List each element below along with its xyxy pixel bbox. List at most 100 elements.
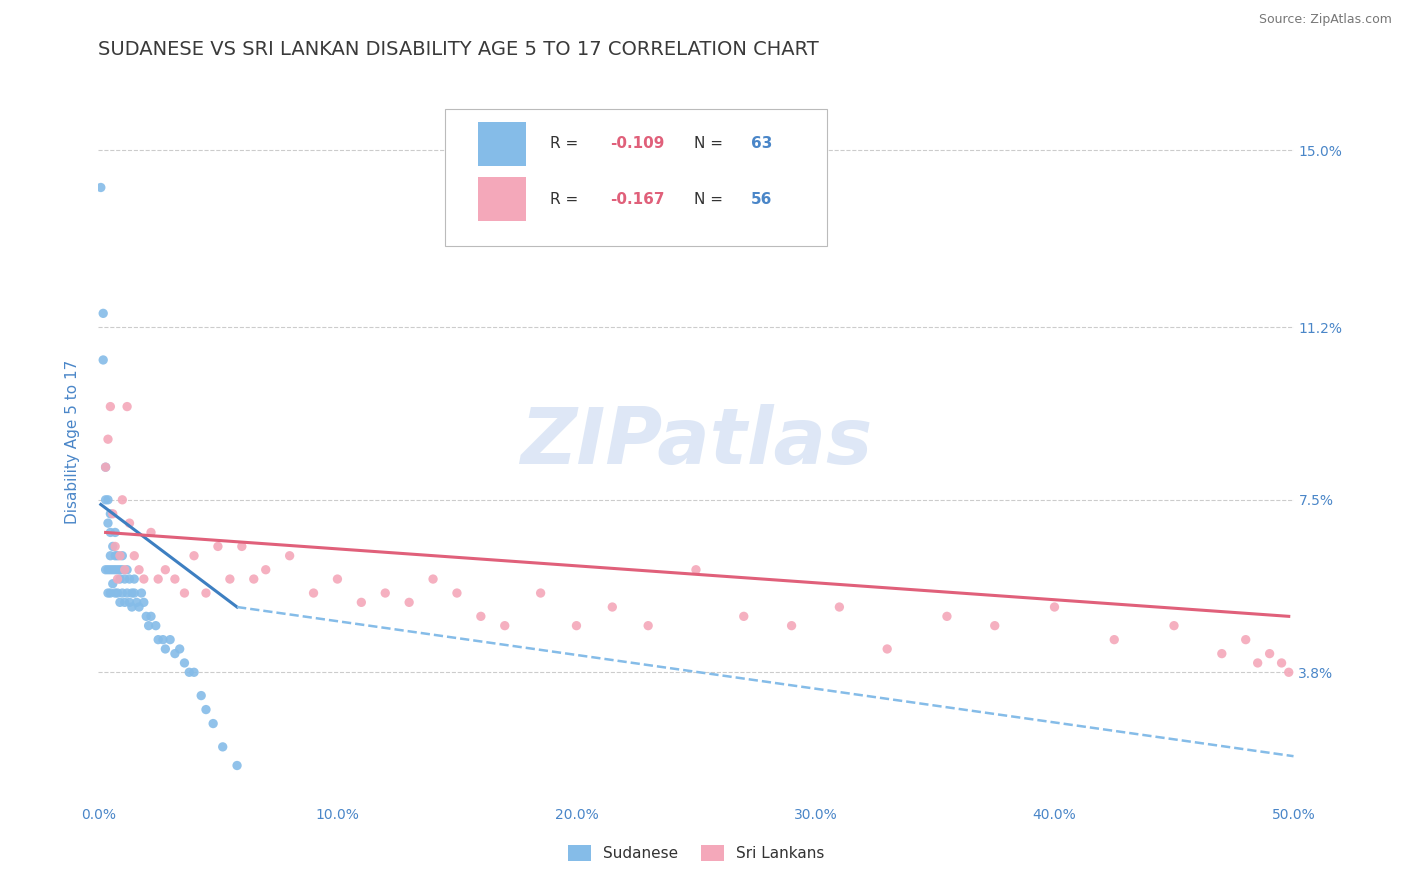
Point (278, 549, 301, 563)
Point (91, 306, 114, 320)
Point (173, 656, 195, 670)
Point (326, 572, 349, 586)
Point (195, 586, 218, 600)
Point (302, 586, 325, 600)
Point (984, 618, 1007, 632)
Text: R =: R = (550, 136, 583, 152)
Text: 56: 56 (751, 192, 772, 207)
Point (1104, 632, 1126, 647)
FancyBboxPatch shape (478, 122, 526, 166)
Point (97, 563, 120, 577)
Point (139, 609, 162, 624)
Point (107, 572, 129, 586)
Point (446, 586, 468, 600)
Point (132, 572, 155, 586)
Point (94, 563, 117, 577)
Point (114, 595, 136, 609)
Point (124, 572, 146, 586)
Point (1234, 632, 1257, 647)
Point (183, 665, 205, 680)
Point (602, 600, 624, 615)
Point (104, 549, 127, 563)
Point (107, 563, 129, 577)
Point (936, 609, 959, 624)
Point (195, 702, 218, 716)
Point (145, 618, 167, 632)
Point (148, 632, 170, 647)
Point (97, 432, 120, 446)
Point (108, 572, 131, 586)
Point (202, 716, 225, 731)
Point (733, 609, 755, 624)
Point (111, 549, 134, 563)
Point (1043, 600, 1066, 615)
Point (101, 563, 124, 577)
Point (155, 642, 177, 657)
Text: N =: N = (693, 136, 727, 152)
Text: -0.167: -0.167 (610, 192, 665, 207)
Point (637, 618, 659, 632)
Point (115, 400, 138, 414)
Point (125, 595, 148, 609)
Point (183, 549, 205, 563)
Text: Source: ZipAtlas.com: Source: ZipAtlas.com (1258, 13, 1392, 27)
Y-axis label: Disability Age 5 to 17: Disability Age 5 to 17 (65, 359, 80, 524)
Point (90, 180, 112, 194)
Point (97, 586, 120, 600)
Point (101, 540, 124, 554)
Point (470, 609, 492, 624)
Point (101, 507, 124, 521)
Point (94, 460, 117, 475)
Text: 63: 63 (751, 136, 772, 152)
Point (231, 540, 253, 554)
Point (118, 572, 141, 586)
Point (104, 540, 127, 554)
Point (111, 563, 134, 577)
Point (101, 576, 124, 591)
Text: -0.109: -0.109 (610, 136, 664, 152)
Point (139, 525, 162, 540)
Point (685, 563, 707, 577)
Point (1278, 665, 1301, 680)
FancyBboxPatch shape (446, 109, 827, 246)
Point (98, 525, 122, 540)
Point (148, 572, 170, 586)
Point (169, 642, 191, 657)
Text: SUDANESE VS SRI LANKAN DISABILITY AGE 5 TO 17 CORRELATION CHART: SUDANESE VS SRI LANKAN DISABILITY AGE 5 … (98, 40, 820, 59)
Point (207, 540, 229, 554)
Point (494, 618, 516, 632)
Point (226, 758, 249, 772)
Point (115, 586, 138, 600)
Point (1163, 618, 1185, 632)
Point (108, 549, 131, 563)
Point (131, 586, 153, 600)
Point (104, 586, 127, 600)
Point (876, 642, 898, 657)
Point (121, 586, 143, 600)
Point (118, 595, 141, 609)
Point (828, 600, 851, 615)
Point (104, 525, 127, 540)
Point (98, 586, 122, 600)
Point (115, 563, 138, 577)
Point (124, 586, 146, 600)
Text: ZIPatlas: ZIPatlas (520, 403, 872, 480)
Point (530, 586, 553, 600)
Point (219, 572, 242, 586)
Text: N =: N = (693, 192, 727, 207)
Point (1211, 647, 1233, 661)
Point (98, 507, 122, 521)
Point (108, 595, 131, 609)
Point (350, 595, 373, 609)
Point (243, 572, 266, 586)
Point (97, 492, 120, 507)
Point (114, 572, 136, 586)
Point (124, 549, 146, 563)
Point (163, 647, 186, 661)
FancyBboxPatch shape (478, 178, 526, 221)
Point (107, 586, 129, 600)
Point (211, 739, 233, 754)
Point (374, 586, 396, 600)
Legend: Sudanese, Sri Lankans: Sudanese, Sri Lankans (561, 839, 831, 867)
Point (132, 595, 155, 609)
